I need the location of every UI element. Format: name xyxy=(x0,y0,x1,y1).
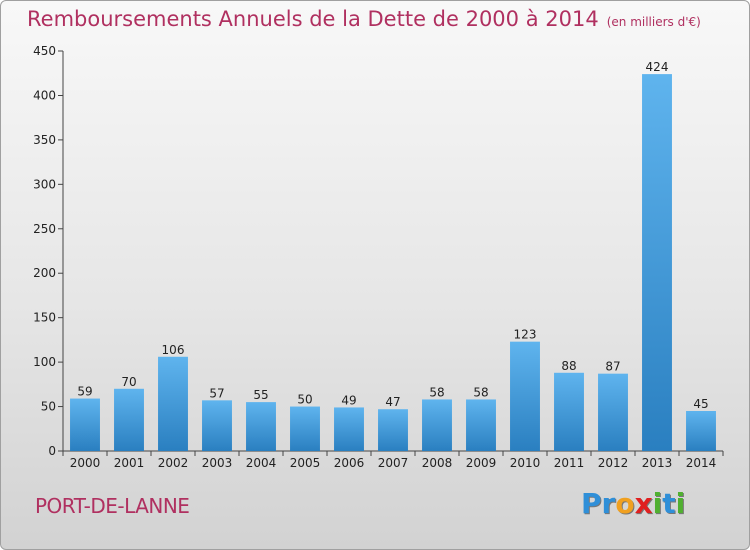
bar xyxy=(466,399,496,451)
x-tick-label: 2010 xyxy=(510,456,541,470)
y-tick-label: 350 xyxy=(33,133,56,147)
bar-value-label: 106 xyxy=(162,343,185,357)
bar xyxy=(554,372,584,451)
y-tick-label: 150 xyxy=(33,311,56,325)
x-tick-label: 2007 xyxy=(378,456,409,470)
x-tick-label: 2003 xyxy=(202,456,233,470)
logo-letter: x xyxy=(634,487,653,520)
bar xyxy=(642,74,672,451)
bar-value-label: 424 xyxy=(646,60,669,74)
x-tick-label: 2011 xyxy=(554,456,585,470)
bar xyxy=(422,399,452,451)
bar-value-label: 59 xyxy=(77,385,92,399)
bar-value-label: 70 xyxy=(121,375,136,389)
bar xyxy=(378,409,408,451)
x-tick-label: 2001 xyxy=(114,456,145,470)
bar xyxy=(70,398,100,451)
bar-value-label: 58 xyxy=(429,385,444,399)
y-tick-label: 250 xyxy=(33,222,56,236)
x-tick-label: 2012 xyxy=(598,456,629,470)
y-tick-label: 50 xyxy=(41,400,56,414)
x-tick-label: 2013 xyxy=(642,456,673,470)
logo-letter: o xyxy=(615,487,635,520)
commune-name: PORT-DE-LANNE xyxy=(35,494,190,518)
bar-value-label: 47 xyxy=(385,395,400,409)
bar xyxy=(686,411,716,451)
logo-letter: t xyxy=(662,487,676,520)
bar xyxy=(334,407,364,451)
y-tick-label: 100 xyxy=(33,355,56,369)
x-tick-label: 2009 xyxy=(466,456,497,470)
proxiti-logo: Proxiti xyxy=(581,487,685,520)
x-tick-label: 2008 xyxy=(422,456,453,470)
y-tick-label: 400 xyxy=(33,88,56,102)
bar-value-label: 58 xyxy=(473,385,488,399)
bar-value-label: 123 xyxy=(514,328,537,342)
chart-title: Remboursements Annuels de la Dette de 20… xyxy=(27,7,701,31)
y-tick-label: 450 xyxy=(33,44,56,58)
y-tick-label: 200 xyxy=(33,266,56,280)
bar-value-label: 49 xyxy=(341,393,356,407)
bar xyxy=(202,400,232,451)
logo-letter: P xyxy=(581,487,602,520)
x-tick-label: 2002 xyxy=(158,456,189,470)
bar-value-label: 57 xyxy=(209,386,224,400)
logo-letter: i xyxy=(675,487,686,520)
bar xyxy=(510,341,540,451)
bar-value-label: 50 xyxy=(297,393,312,407)
bar-value-label: 87 xyxy=(605,360,620,374)
bar-value-label: 55 xyxy=(253,388,268,402)
y-tick-label: 300 xyxy=(33,177,56,191)
unit-note: (en milliers d'€) xyxy=(606,15,701,29)
bar xyxy=(158,356,188,451)
bar-value-label: 45 xyxy=(693,397,708,411)
x-tick-label: 2006 xyxy=(334,456,365,470)
bar xyxy=(246,402,276,451)
bar xyxy=(290,406,320,451)
y-tick-label: 0 xyxy=(48,444,56,458)
logo-letter: r xyxy=(601,487,616,520)
x-tick-label: 2000 xyxy=(70,456,101,470)
x-tick-label: 2014 xyxy=(686,456,717,470)
bar xyxy=(598,373,628,451)
x-tick-label: 2004 xyxy=(246,456,277,470)
bar-value-label: 88 xyxy=(561,359,576,373)
x-tick-label: 2005 xyxy=(290,456,321,470)
bar xyxy=(114,388,144,451)
logo-letter: i xyxy=(652,487,663,520)
